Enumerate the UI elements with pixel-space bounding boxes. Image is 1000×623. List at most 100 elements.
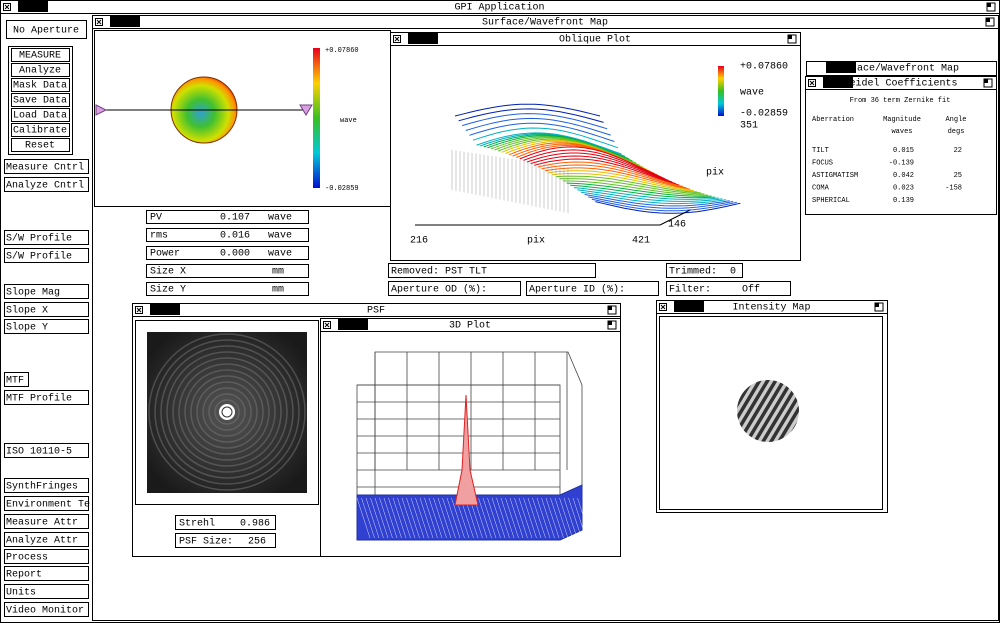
- window-title: GPI Application: [454, 2, 544, 14]
- aperture-box: [6, 20, 87, 39]
- result-unit: wave: [268, 213, 292, 224]
- plot3d-mesh: [563, 497, 578, 539]
- side-button-label[interactable]: Measure Attr: [6, 518, 78, 529]
- plot3d-mesh: [442, 497, 456, 539]
- main-button[interactable]: [11, 63, 70, 77]
- seidel-magnitude: 0.042: [893, 172, 914, 180]
- side-button[interactable]: [4, 177, 89, 192]
- logo: zygo: [342, 320, 365, 331]
- side-button-label[interactable]: S/W Profile: [6, 233, 72, 245]
- main-button-label[interactable]: Load Data: [13, 110, 67, 122]
- oblique-contour: [580, 191, 727, 205]
- aperture-od-label: Aperture OD (%):: [391, 284, 487, 296]
- side-button-label[interactable]: Process: [6, 553, 48, 564]
- side-button[interactable]: [4, 549, 89, 564]
- side-button[interactable]: [4, 478, 89, 493]
- main-button[interactable]: [11, 108, 70, 122]
- plot3d-mesh: [541, 497, 555, 539]
- trimmed-label: Trimmed:: [669, 266, 717, 278]
- side-button[interactable]: [4, 159, 89, 174]
- main-button-label[interactable]: Analyze: [19, 65, 61, 77]
- main-button-label[interactable]: Save Data: [13, 96, 67, 107]
- side-button-label[interactable]: ISO 10110-5: [6, 447, 72, 458]
- result-label: Power: [150, 249, 180, 260]
- side-button-label[interactable]: MTF: [6, 376, 24, 387]
- seidel-note: From 36 term Zernike fit: [850, 97, 951, 105]
- result-label: PV: [150, 213, 162, 224]
- logo-bg: [826, 62, 856, 73]
- side-button[interactable]: [4, 390, 89, 405]
- result-label: Size X: [150, 266, 186, 278]
- side-button-label[interactable]: Measure Cntrl: [6, 162, 84, 174]
- oblique-contour: [584, 194, 730, 207]
- logo-bg: [408, 33, 438, 44]
- side-button[interactable]: [4, 248, 89, 263]
- main-button-label[interactable]: Reset: [25, 141, 55, 152]
- logo-bg: [150, 304, 180, 315]
- side-button[interactable]: [4, 532, 89, 547]
- side-button[interactable]: [4, 602, 89, 617]
- plot3d-mesh: [446, 497, 461, 539]
- side-button-label[interactable]: Slope X: [6, 305, 48, 317]
- side-button-label[interactable]: Video Monitor: [6, 605, 84, 617]
- main-button[interactable]: [11, 48, 70, 62]
- side-button-label[interactable]: Environment Te: [6, 499, 90, 511]
- oblique-contour: [595, 201, 741, 214]
- result-label: rms: [150, 231, 168, 242]
- fringe: [737, 380, 790, 442]
- window-title: Surface/Wavefront Map: [482, 17, 608, 29]
- side-button[interactable]: [4, 319, 89, 334]
- side-button-label[interactable]: SynthFringes: [6, 481, 78, 493]
- logo-bg: [110, 16, 140, 27]
- side-button-label[interactable]: Report: [6, 570, 42, 581]
- oblique-contour: [472, 127, 619, 149]
- oblique-contour: [573, 187, 719, 200]
- side-button[interactable]: [4, 372, 29, 387]
- side-button-label[interactable]: Slope Y: [6, 322, 48, 334]
- resize-icon-fill: [987, 3, 991, 7]
- fringe: [737, 380, 774, 442]
- oblique-contour: [530, 155, 676, 185]
- side-button-label[interactable]: Slope Mag: [6, 287, 60, 299]
- side-button[interactable]: [4, 302, 89, 317]
- side-button-label[interactable]: Analyze Attr: [6, 535, 78, 547]
- close-x: [4, 4, 10, 10]
- color-bar: [718, 66, 724, 116]
- oblique-contour: [566, 182, 712, 197]
- close-x: [136, 307, 142, 313]
- psf-ring: [184, 369, 270, 455]
- main-button[interactable]: [11, 123, 70, 137]
- side-button[interactable]: [4, 284, 89, 299]
- side-button-label[interactable]: MTF Profile: [6, 393, 72, 405]
- plot3d-mesh: [568, 497, 582, 539]
- psf-ring: [148, 333, 306, 491]
- filter-value: Off: [742, 284, 760, 296]
- result-field: [146, 264, 309, 278]
- psf-ring: [172, 357, 282, 467]
- side-button-label[interactable]: S/W Profile: [6, 251, 72, 263]
- strehl-value: 0.986: [240, 519, 270, 530]
- main-button[interactable]: [11, 93, 70, 107]
- title-bar: [320, 318, 621, 332]
- main-button-label[interactable]: MEASURE: [19, 51, 61, 62]
- side-button[interactable]: [4, 496, 89, 511]
- plot3d-mesh: [559, 497, 573, 539]
- oblique-contour: [462, 113, 608, 130]
- side-button[interactable]: [4, 443, 89, 458]
- oblique-contour: [559, 178, 705, 195]
- plot3d-mesh: [577, 497, 591, 539]
- side-button[interactable]: [4, 230, 89, 245]
- main-button[interactable]: [11, 138, 70, 152]
- oblique-contour: [519, 146, 666, 180]
- main-button[interactable]: [11, 78, 70, 92]
- side-button-label[interactable]: Analyze Cntrl: [6, 180, 84, 192]
- side-button-label[interactable]: Units: [6, 587, 36, 599]
- main-button-label[interactable]: Mask Data: [13, 80, 67, 92]
- side-button[interactable]: [4, 584, 89, 599]
- side-button[interactable]: [4, 566, 89, 581]
- oblique-surface: [451, 103, 741, 214]
- main-button-label[interactable]: Calibrate: [13, 125, 67, 137]
- scale-max: +0.07860: [740, 62, 788, 73]
- psf-size-value: 256: [248, 537, 266, 548]
- side-button[interactable]: [4, 514, 89, 529]
